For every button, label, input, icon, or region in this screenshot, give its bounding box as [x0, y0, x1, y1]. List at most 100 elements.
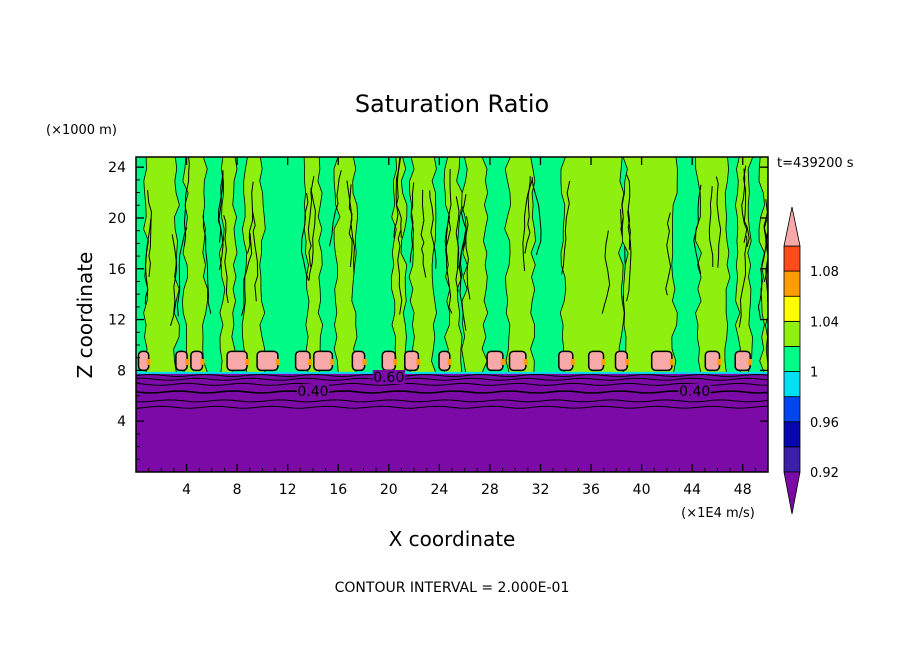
- colorbar-label: 1.08: [810, 265, 839, 280]
- colorbar-bottom-arrow: [783, 471, 801, 515]
- y-tick-label: 20: [108, 211, 126, 227]
- colorbar-segment: [783, 446, 801, 473]
- x-units-label: (×1E4 m/s): [681, 506, 755, 521]
- supersaturated-core: [200, 358, 205, 365]
- supersaturated-core: [717, 358, 722, 365]
- supersaturated-core: [362, 358, 367, 365]
- supersaturated-core: [330, 358, 335, 365]
- supersaturated-core: [523, 358, 528, 365]
- x-tick-label: 20: [380, 482, 398, 498]
- x-tick-label: 8: [233, 482, 242, 498]
- y-tick-label: 8: [117, 363, 126, 379]
- colorbar-segment: [783, 346, 801, 372]
- supersaturated-core: [393, 358, 398, 365]
- y-units-label: (×1000 m): [46, 123, 117, 138]
- colorbar-segment: [783, 245, 801, 272]
- contour-squiggle: [458, 231, 467, 331]
- supersaturated-cell: [508, 350, 527, 372]
- contour-squiggle: [708, 186, 714, 268]
- contour-squiggle: [738, 235, 748, 328]
- contour-squiggle: [144, 218, 152, 305]
- contour-squiggle: [531, 176, 542, 256]
- supersaturated-cell: [558, 350, 574, 372]
- contour-squiggle: [741, 168, 748, 244]
- colorbar-top-arrow: [783, 206, 801, 247]
- contour-squiggle: [223, 215, 229, 304]
- contour-line: [136, 405, 768, 409]
- colorbar: 1.08 1.04 1 0.96 0.92: [783, 206, 839, 515]
- contour-squiggle: [308, 187, 316, 281]
- supersaturated-cell: [486, 350, 504, 372]
- supersaturated-core: [275, 358, 280, 365]
- saturation-column: [559, 157, 625, 374]
- y-tick-label: 12: [108, 313, 126, 329]
- colorbar-segment: [783, 371, 801, 398]
- supersaturated-core: [185, 358, 190, 365]
- contour-squiggle: [455, 196, 460, 292]
- supersaturated-core: [146, 358, 151, 365]
- contour-label-bg: [372, 370, 405, 385]
- contour-squiggle: [346, 180, 353, 267]
- contour-squiggle: [665, 212, 672, 296]
- time-label: t=439200 s: [777, 156, 854, 171]
- x-tick-label: 44: [683, 482, 701, 498]
- contour-squiggle: [445, 217, 453, 314]
- contour-squiggle: [693, 184, 702, 275]
- contour-squiggle: [429, 190, 437, 269]
- contour-squiggle: [465, 216, 471, 300]
- contour-squiggle: [217, 170, 224, 243]
- y-tick-label: 4: [117, 414, 126, 430]
- y-axis-label: Z coordinate: [73, 252, 97, 379]
- chart-title: Saturation Ratio: [355, 90, 549, 118]
- colorbar-segment: [783, 295, 801, 322]
- supersaturated-core: [308, 358, 312, 365]
- x-tick-label: 40: [633, 482, 651, 498]
- contour-line: [136, 399, 768, 403]
- supersaturated-core: [447, 358, 452, 365]
- contour-squiggle: [170, 234, 178, 326]
- supersaturated-core: [748, 358, 753, 365]
- contour-line: [136, 377, 768, 381]
- x-tick-label: 36: [582, 482, 600, 498]
- saturation-column: [143, 157, 180, 374]
- x-tick-label: 16: [329, 482, 347, 498]
- colorbar-label: 0.92: [810, 466, 839, 481]
- x-tick-label: 48: [734, 482, 752, 498]
- supersaturated-cell: [404, 350, 420, 372]
- contour-line: [136, 390, 768, 394]
- supersaturated-core: [669, 358, 674, 365]
- contour-squiggle: [626, 210, 632, 302]
- contour-squiggle: [420, 189, 427, 278]
- supersaturated-core: [625, 358, 630, 365]
- supersaturated-cell: [704, 350, 721, 372]
- supersaturated-cell: [256, 350, 279, 372]
- x-axis: 4 8 12 16 20 24 28 32 36 40 44 48: [148, 157, 756, 498]
- contour-squiggle: [459, 194, 467, 276]
- colorbar-label: 1.04: [810, 315, 839, 330]
- contour-label: 0.40: [297, 384, 328, 400]
- x-tick-label: 12: [279, 482, 297, 498]
- contour-squiggle: [763, 219, 768, 302]
- colorbar-label: 0.96: [810, 416, 839, 431]
- column-stripes: [143, 157, 768, 374]
- contour-squiggle: [247, 181, 254, 254]
- supersaturated-cell: [226, 350, 248, 372]
- contour-squiggle: [241, 232, 253, 317]
- contour-squiggle: [395, 157, 402, 238]
- x-tick-label: 24: [430, 482, 448, 498]
- contour-squiggle: [561, 180, 571, 275]
- contour-squiggle: [329, 170, 342, 247]
- contour-squiggle: [397, 230, 403, 315]
- contour-squiggle: [715, 176, 722, 268]
- colorbar-segment: [783, 396, 801, 423]
- x-tick-label: 32: [532, 482, 550, 498]
- colorbar-label: 1: [810, 366, 818, 381]
- contour-squiggle: [176, 227, 188, 317]
- supersaturated-core: [570, 358, 575, 365]
- contour-squiggle: [251, 210, 259, 302]
- colorbar-segment: [783, 320, 801, 347]
- contour-lines: [136, 371, 768, 409]
- x-tick-label: 28: [481, 482, 499, 498]
- supersaturated-core: [601, 358, 606, 365]
